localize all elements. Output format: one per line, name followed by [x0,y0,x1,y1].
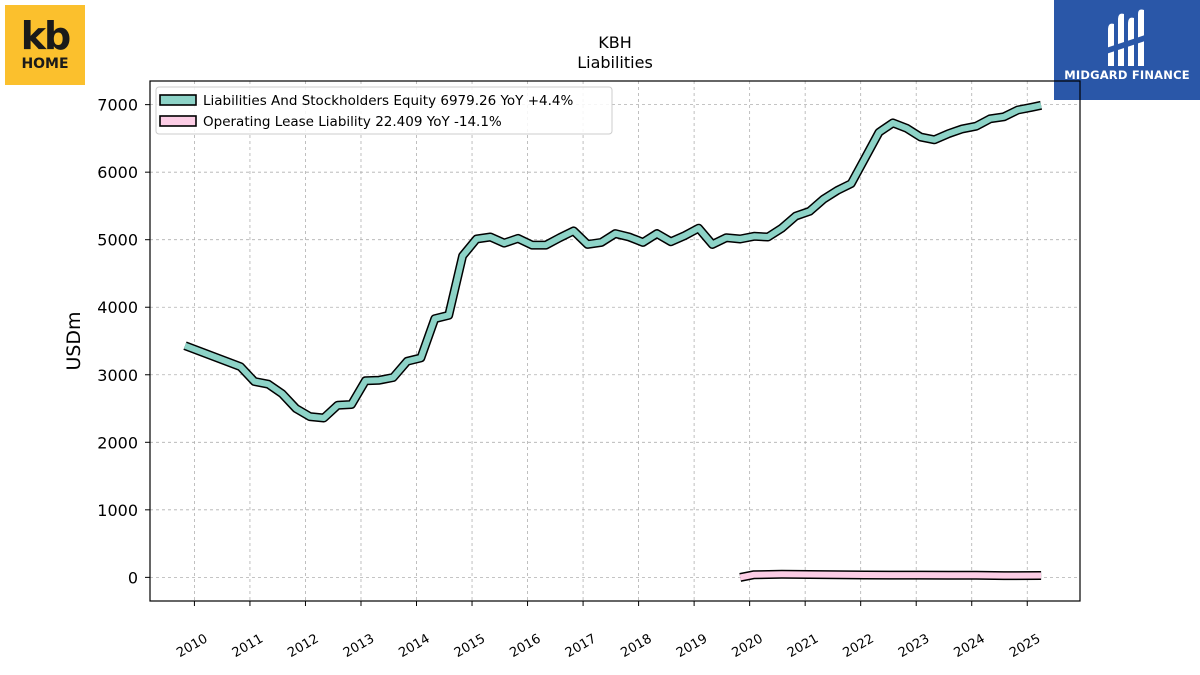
midgard-finance-logo: MIDGARD FINANCE [1054,0,1200,100]
series-line [739,571,1042,581]
x-tick-label: 2013 [341,631,377,661]
grid [150,81,1080,601]
legend-swatch [159,94,197,106]
x-tick-label: 2010 [174,631,210,661]
chart-subtitle: Liabilities [577,53,653,72]
y-tick-label: 4000 [97,298,138,317]
midgard-finance-emblem-icon [1106,9,1148,67]
series-2 [739,569,1042,582]
y-tick-label: 1000 [97,501,138,520]
x-axis: 2010 2011 2012 2013 2014 2015 2016 2017 2018 2019… [174,601,1043,661]
y-tick-label: 6000 [97,163,138,182]
midgard-finance-logo-text: MIDGARD FINANCE [1064,68,1190,82]
y-axis: 0 1000 2000 3000 4000 5000 6000 7000 [97,96,150,587]
legend-label: Liabilities And Stockholders Equity 6979… [203,93,573,109]
series-line [183,102,1042,421]
x-tick-label: 2024 [952,631,988,661]
x-tick-label: 2011 [230,631,266,661]
x-tick-label: 2016 [507,631,543,661]
y-tick-label: 0 [128,568,138,587]
chart-title: KBH [598,33,632,52]
y-tick-label: 3000 [97,366,138,385]
kb-home-logo: kb HOME [5,5,85,85]
legend-swatch [159,115,197,127]
y-tick-label: 7000 [97,96,138,115]
x-tick-label: 2014 [396,631,432,661]
series-layer [183,100,1043,582]
series-1 [183,100,1043,423]
legend-box [155,86,613,135]
y-tick-label: 2000 [97,433,138,452]
x-tick-label: 2019 [674,631,710,661]
series-line-outline [183,100,1043,423]
x-tick-label: 2012 [285,631,321,661]
x-tick-label: 2017 [563,631,599,661]
x-tick-label: 2021 [785,631,821,661]
plot-frame [149,80,1081,602]
x-tick-label: 2023 [896,631,932,661]
x-tick-label: 2022 [841,631,877,661]
kb-home-logo-kb: kb [20,14,71,58]
x-tick-label: 2018 [618,631,654,661]
legend: Liabilities And Stockholders Equity 6979… [155,86,613,135]
y-tick-label: 5000 [97,231,138,250]
legend-label: Operating Lease Liability 22.409 YoY -14… [203,114,502,130]
x-tick-label: 2025 [1007,631,1043,661]
kb-home-logo-home: HOME [21,56,69,72]
x-tick-label: 2015 [452,631,488,661]
x-tick-label: 2020 [729,631,765,661]
y-axis-label: USDm [63,311,85,370]
